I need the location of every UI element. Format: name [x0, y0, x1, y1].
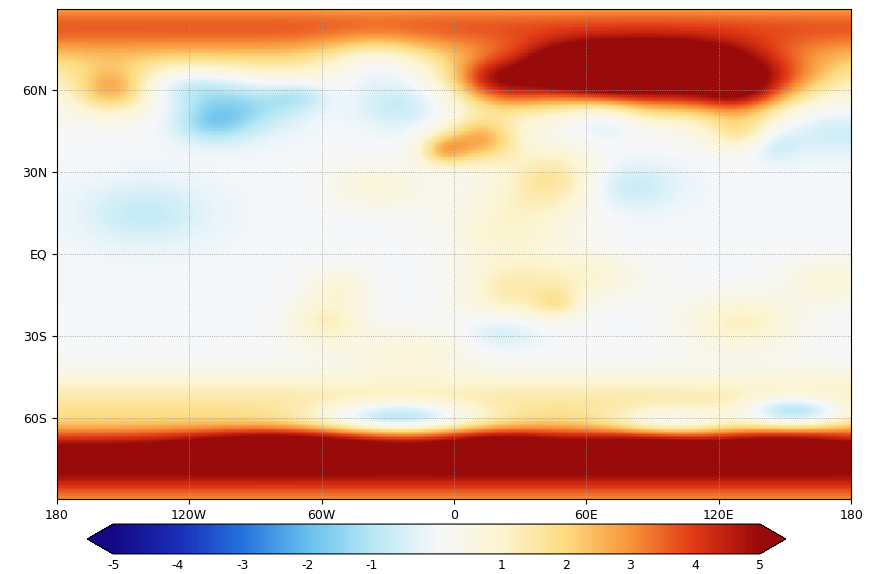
PathPatch shape — [760, 524, 786, 554]
PathPatch shape — [87, 524, 113, 554]
